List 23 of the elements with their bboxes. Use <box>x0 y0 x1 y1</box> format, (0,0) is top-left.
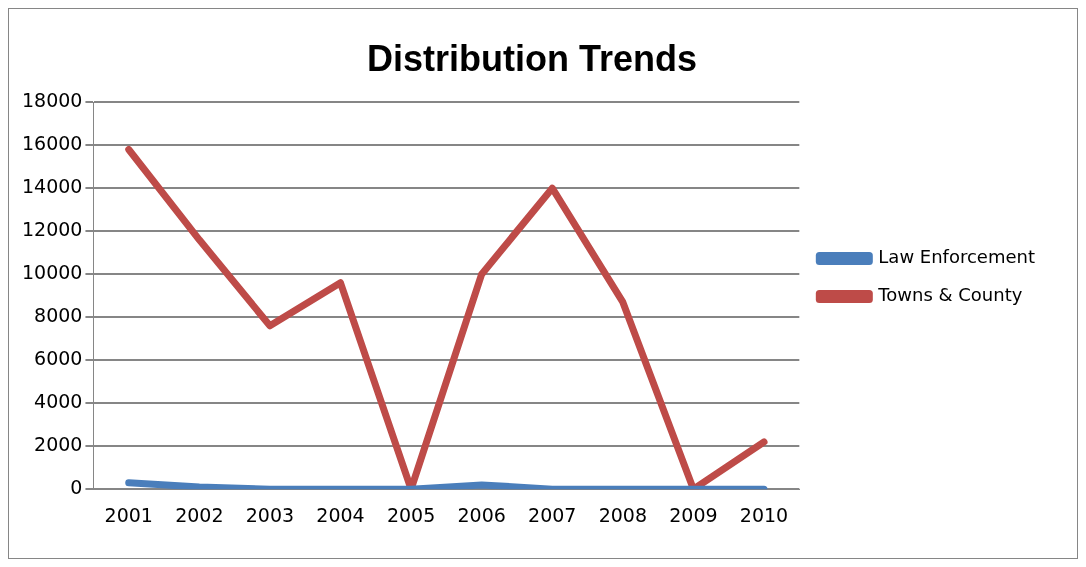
chart-title: Distribution Trends <box>366 37 698 79</box>
y-tick-label: 14000 <box>21 175 83 198</box>
x-tick-label: 2007 <box>528 503 577 526</box>
y-tick-label: 2000 <box>34 433 83 456</box>
y-tick-label: 4000 <box>34 390 83 413</box>
x-tick-label: 2006 <box>457 503 506 526</box>
x-tick-label: 2010 <box>739 503 789 526</box>
y-tick-label: 16000 <box>21 132 83 155</box>
y-tick-label: 6000 <box>34 347 83 370</box>
x-tick-label: 2009 <box>669 503 718 526</box>
y-tick-label: 10000 <box>21 261 83 284</box>
y-tick-label: 12000 <box>21 218 83 241</box>
y-tick-label: 0 <box>70 476 83 499</box>
y-tick-label: 18000 <box>21 89 83 112</box>
x-tick-label: 2008 <box>598 503 648 526</box>
y-tick-label: 8000 <box>34 304 83 327</box>
x-tick-label: 2003 <box>245 503 295 526</box>
x-tick-label: 2004 <box>316 503 365 526</box>
legend-label: Towns & County <box>877 284 1023 306</box>
legend-label: Law Enforcement <box>878 246 1035 268</box>
x-tick-label: 2001 <box>104 503 153 526</box>
x-tick-label: 2005 <box>386 503 436 526</box>
x-tick-label: 2002 <box>175 503 224 526</box>
